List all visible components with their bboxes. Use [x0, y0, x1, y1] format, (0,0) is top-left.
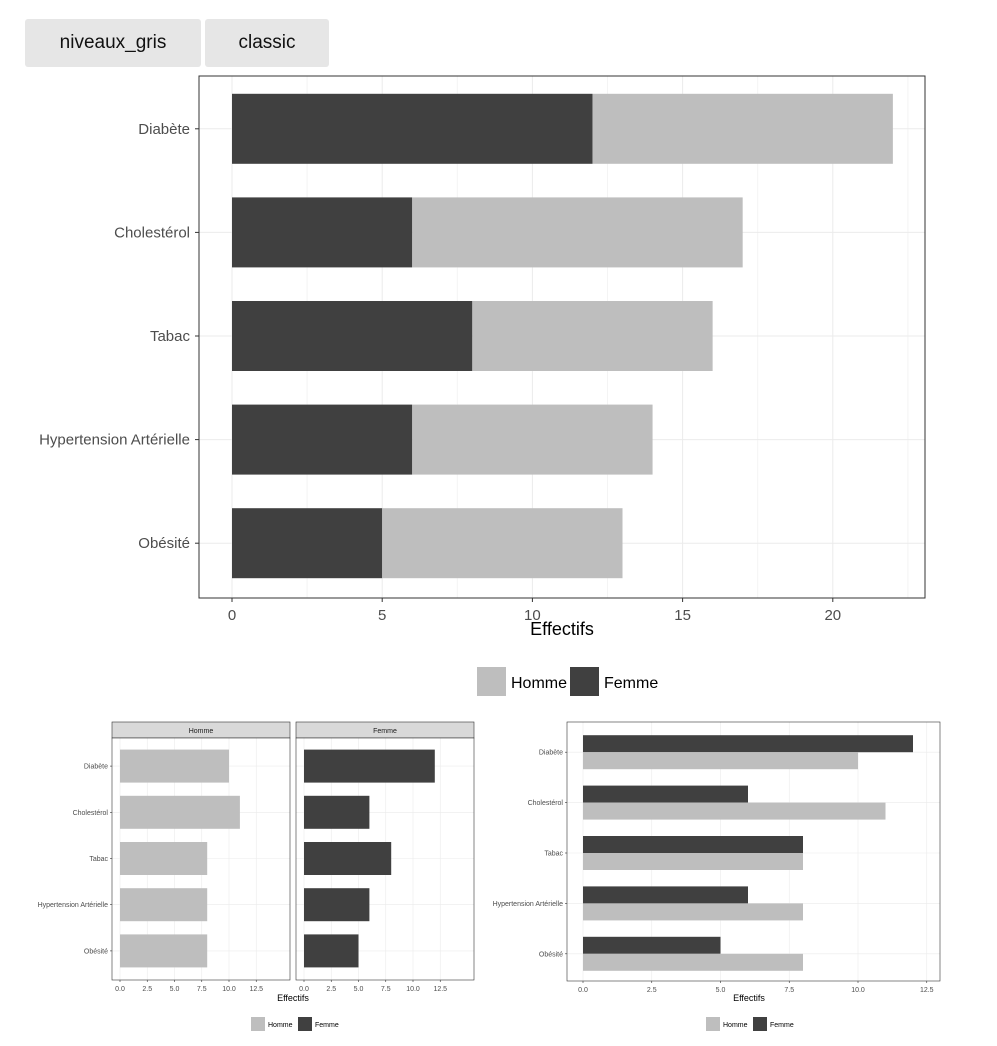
plot2-strip-label-femme: Femme	[373, 728, 397, 735]
plot2-xtick-label: 12.5	[249, 986, 263, 993]
plot2-panel-border	[295, 737, 475, 981]
plot2-bar-femme-obesite	[304, 934, 359, 968]
plot1-border	[198, 75, 926, 599]
plot1-ytick-label: Cholestérol	[114, 224, 190, 241]
plot2-legend-key-homme	[251, 1017, 265, 1031]
plot3-bar-homme-tabac	[583, 853, 803, 870]
plot3-legend-key-homme	[706, 1017, 720, 1031]
plot3-legend-label-femme: Femme	[770, 1022, 794, 1029]
plot2-ytick-label: Hypertension Artérielle	[38, 902, 109, 909]
plot3-xtick-label: 5.0	[716, 987, 726, 994]
plot2-bar-femme-tabac	[304, 842, 392, 875]
plot1-xtick-label: 10	[524, 607, 541, 624]
tab-niveaux-gris[interactable]: niveaux_gris	[25, 19, 201, 67]
plot2-panel-border	[111, 737, 291, 981]
plot2-bar-femme-cholesterol	[304, 795, 370, 829]
plot3-xtick-label: 7.5	[784, 987, 794, 994]
plot3-bar-femme-tabac	[583, 836, 803, 853]
plot1-ytick-label: Tabac	[150, 328, 191, 345]
plot1-xtick-label: 20	[824, 607, 841, 624]
plot3-border	[566, 721, 941, 982]
plot2-bar-homme-obesite	[120, 934, 208, 968]
plot2-bar-homme-diabete	[120, 749, 229, 783]
plot1-bar-femme-obesite	[232, 508, 383, 579]
plot1-legend-label-homme: Homme	[511, 675, 567, 692]
plot3-bar-femme-diabete	[583, 735, 913, 753]
plot3-bar-femme-obesite	[583, 936, 721, 954]
plot1-xtick-label: 5	[378, 607, 386, 624]
plot2-bar-homme-cholesterol	[120, 795, 240, 829]
plot3-ytick-label: Diabète	[539, 750, 563, 757]
plot1-bar-homme-hypertension-arterielle	[412, 404, 653, 475]
plot2-xtick-label: 7.5	[381, 986, 391, 993]
plot1-legend-key-homme	[477, 667, 506, 696]
plot3-bar-femme-hypertension-arterielle	[583, 886, 748, 904]
plot2-xtick-label: 0.0	[115, 986, 125, 993]
plot3-xtick-label: 12.5	[920, 987, 934, 994]
plot2-xtick-label: 10.0	[222, 986, 236, 993]
plot2-legend-label-homme: Homme	[268, 1022, 293, 1029]
plot2-bar-homme-hypertension-arterielle	[120, 888, 208, 922]
plot2-bar-femme-diabete	[304, 749, 435, 783]
plot3-ytick-label: Obésité	[539, 951, 563, 958]
plot3-ytick-label: Cholestérol	[528, 800, 564, 807]
plot3-bar-homme-cholesterol	[583, 802, 886, 820]
plot2-legend-key-femme	[298, 1017, 312, 1031]
plot2-ytick-label: Cholestérol	[73, 810, 109, 817]
plot1-bar-homme-tabac	[472, 301, 713, 371]
plot2-legend-label-femme: Femme	[315, 1022, 339, 1029]
plot2-xtick-label: 5.0	[170, 986, 180, 993]
plot2-xtick-label: 12.5	[433, 986, 447, 993]
plot1-bar-femme-tabac	[232, 301, 473, 371]
tab-classic[interactable]: classic	[205, 19, 329, 67]
plot1-bar-femme-cholesterol	[232, 197, 413, 268]
plot2-x-axis-title: Effectifs	[277, 993, 309, 1003]
plot1-bar-femme-hypertension-arterielle	[232, 404, 413, 475]
plot3-xtick-label: 2.5	[647, 987, 657, 994]
plot1-ytick-label: Hypertension Artérielle	[39, 432, 190, 449]
plot2-bar-femme-hypertension-arterielle	[304, 888, 370, 922]
plot1-bar-homme-diabete	[592, 93, 893, 164]
plot3-legend-label-homme: Homme	[723, 1022, 748, 1029]
plot3-bar-homme-diabete	[583, 752, 858, 770]
plot3-bar-homme-hypertension-arterielle	[583, 903, 803, 921]
plot2-xtick-label: 7.5	[197, 986, 207, 993]
plot1-ytick-label: Obésité	[138, 535, 190, 552]
plot3-xtick-label: 10.0	[851, 987, 865, 994]
plot1-legend-key-femme	[570, 667, 599, 696]
plot2-xtick-label: 5.0	[354, 986, 364, 993]
plot1-bar-femme-diabete	[232, 93, 593, 164]
plot1-x-axis-title: Effectifs	[530, 619, 594, 639]
plot1-legend-label-femme: Femme	[604, 675, 658, 692]
plot3-bar-femme-cholesterol	[583, 785, 748, 803]
plot3-bar-homme-obesite	[583, 953, 803, 971]
plot1-xtick-label: 0	[228, 607, 236, 624]
plot1-bar-homme-cholesterol	[412, 197, 743, 268]
plot3-legend-key-femme	[753, 1017, 767, 1031]
plot2-ytick-label: Obésité	[84, 948, 108, 955]
plot2-bar-homme-tabac	[120, 842, 208, 875]
plot3-ytick-label: Hypertension Artérielle	[493, 901, 564, 908]
plot2-xtick-label: 10.0	[406, 986, 420, 993]
plot2-ytick-label: Diabète	[84, 764, 108, 771]
plot3-x-axis-title: Effectifs	[733, 993, 765, 1003]
plot3-ytick-label: Tabac	[544, 851, 563, 858]
plot2-ytick-label: Tabac	[89, 856, 108, 863]
plot1-xtick-label: 15	[674, 607, 691, 624]
plot2-strip-label-homme: Homme	[189, 728, 214, 735]
plot2-xtick-label: 2.5	[142, 986, 152, 993]
plot3-xtick-label: 0.0	[578, 987, 588, 994]
plot2-xtick-label: 0.0	[299, 986, 309, 993]
plot1-bar-homme-obesite	[382, 508, 623, 579]
plot1-ytick-label: Diabète	[138, 121, 190, 138]
plot2-xtick-label: 2.5	[326, 986, 336, 993]
